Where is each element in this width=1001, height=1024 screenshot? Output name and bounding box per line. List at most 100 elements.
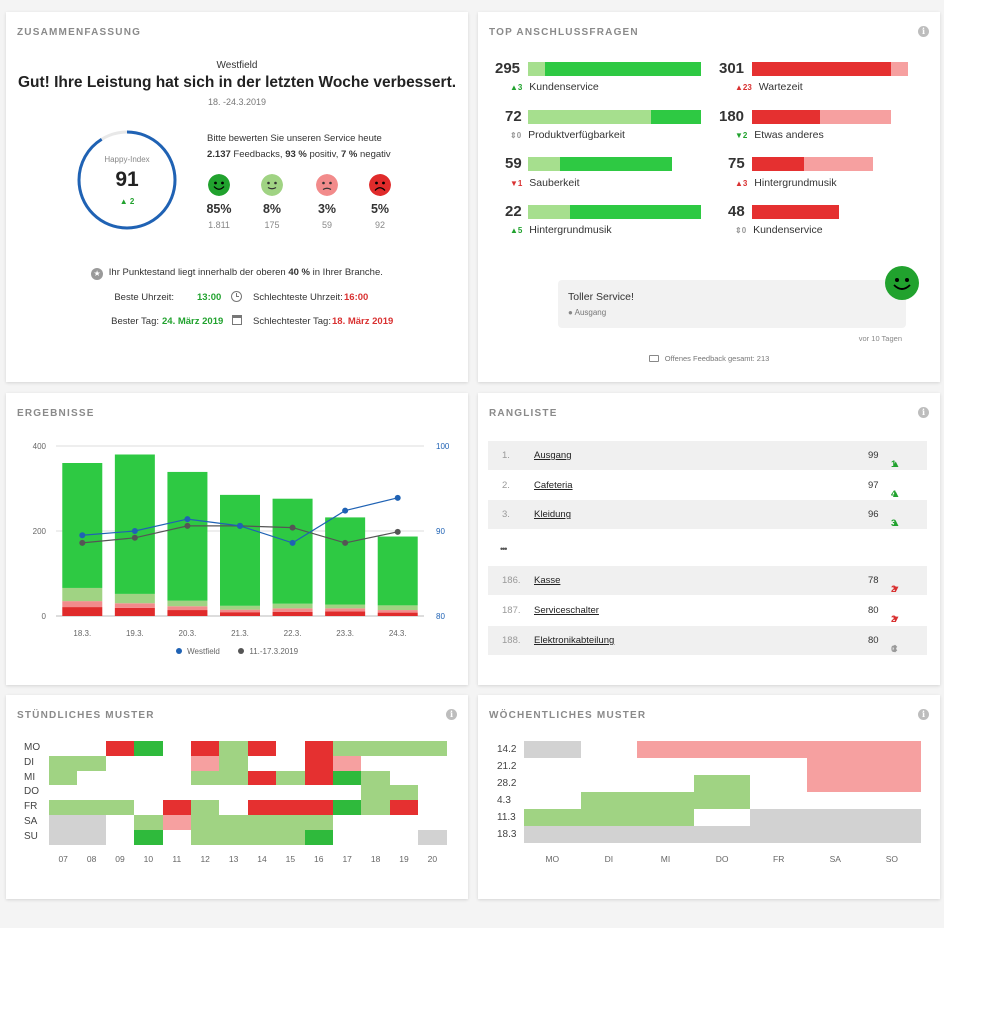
rank-name-link[interactable]: Ausgang (534, 450, 572, 461)
happy-index-value: 91 (115, 168, 139, 191)
heatmap-cell (863, 792, 921, 810)
heatmap-cell (389, 800, 419, 816)
delta-value: 0 (741, 226, 747, 235)
bar-segment (272, 603, 313, 609)
bar-dark (545, 62, 701, 76)
bar-light (804, 157, 873, 171)
heatmap-cell (105, 770, 135, 786)
x-tick-label: 23.3. (336, 629, 354, 638)
heatmap-cell (750, 792, 808, 810)
speech-bubble-icon (648, 355, 659, 362)
heatmap-cell (418, 785, 447, 801)
down-arrow-icon: ▼2 (735, 131, 748, 140)
chart-legend: Westfield 11.-17.3.2019 (6, 647, 468, 656)
heatmap-week-label: 21.2 (497, 761, 517, 772)
heatmap-cell (389, 829, 419, 845)
question-count: 180 (719, 108, 745, 125)
up-arrow-icon: ▲23 (735, 83, 752, 92)
ranking-row[interactable]: 3. Kleidung 96 ▲ 3 (488, 500, 927, 529)
y2-tick-label: 80 (436, 612, 445, 621)
heatmap-day-label: MO (545, 854, 560, 864)
info-icon[interactable]: i (918, 407, 929, 418)
rating-happy (257, 174, 287, 244)
heatmap-cell (333, 741, 362, 757)
heatmap-cell (105, 800, 135, 816)
unhappy-face-icon (316, 174, 338, 196)
series-point (289, 539, 296, 546)
heatmap-cell (304, 755, 334, 771)
very-happy-face-icon (208, 174, 230, 196)
info-icon[interactable]: i (446, 709, 457, 720)
heatmap-hour-label: 20 (427, 853, 438, 864)
rank-name-link[interactable]: Serviceschalter (534, 605, 599, 616)
happy-index-ring (77, 130, 177, 230)
heatmap-cell (863, 758, 921, 776)
positive-pct: 93 % (285, 149, 307, 160)
heatmap-cell (418, 800, 447, 816)
bar-segment (62, 607, 103, 616)
series-point (289, 524, 296, 531)
date-range: 18. -24.3.2019 (207, 97, 267, 107)
heatmap-cell (191, 770, 220, 786)
rank-name-link[interactable]: Kleidung (534, 509, 571, 520)
results-card: ERGEBNISSE 0 200 400 80 90 100 18.3. 19.3. 20.3.… (6, 393, 468, 685)
summary-title: ZUSAMMENFASSUNG (17, 27, 142, 38)
results-title: ERGEBNISSE (17, 408, 95, 419)
ranking-title: RANGLISTE (489, 408, 558, 419)
heatmap-cell (361, 800, 391, 816)
heatmap-cell (693, 809, 751, 827)
ranking-row[interactable]: 1. Ausgang 99 ▲ 1 (488, 441, 927, 470)
rating-count-3: 92 (374, 220, 385, 230)
rank-delta-value: 3 (891, 518, 897, 529)
rank-name-link[interactable]: Elektronikabteilung (534, 635, 615, 646)
worst-time-label: Schlechteste Uhrzeit: (253, 292, 343, 303)
negative-word: negativ (360, 149, 391, 160)
rank-number: 3. (502, 509, 510, 520)
heatmap-day-label: DO (715, 854, 729, 864)
series-point (342, 539, 349, 546)
series-point (131, 534, 138, 541)
ranking-row[interactable]: 188. Elektronikabteilung 80 ⇕ 0 (488, 626, 927, 655)
comment-bubble[interactable]: Toller Service! ● Ausgang (558, 280, 906, 328)
heatmap-cell (304, 785, 334, 801)
bar-light (528, 157, 560, 171)
info-icon[interactable]: i (918, 709, 929, 720)
rank-number: 186. (502, 575, 521, 586)
question-count: 295 (495, 60, 521, 77)
y2-tick-label: 100 (436, 442, 450, 451)
open-feedback-text: Offenes Feedback gesamt: 213 (664, 354, 770, 363)
heatmap-cell (247, 829, 277, 845)
heatmap-cell (49, 815, 78, 831)
question-detail: ▲5 Hintergrundmusik (510, 224, 612, 236)
rank-number: 188. (502, 635, 521, 646)
rating-unhappy (312, 174, 342, 244)
heatmap-cell (105, 755, 135, 771)
heatmap-cell (333, 829, 362, 845)
info-icon[interactable]: i (918, 26, 929, 37)
ranking-row[interactable]: 187. Serviceschalter 80 ▼ 2 (488, 596, 927, 625)
x-tick-label: 18.3. (73, 629, 91, 638)
unchanged-icon: ⇕0 (735, 226, 747, 235)
rank-name-link[interactable]: Kasse (534, 575, 561, 586)
heatmap-day-label: FR (773, 854, 785, 864)
heatmap-cell (49, 741, 78, 757)
open-feedback-link[interactable]: Offenes Feedback gesamt: 213 (478, 354, 940, 363)
weekly-pattern-card: WÖCHENTLICHES MUSTER i 14.2 21.2 28.2 4.3 11… (478, 695, 940, 899)
rank-name-link[interactable]: Cafeteria (534, 480, 573, 491)
bar-segment (114, 607, 155, 616)
rank-number: 1. (502, 450, 510, 461)
rating-count-1: 175 (264, 220, 280, 230)
ranking-row[interactable]: 2. Cafeteria 97 ▲ 4 (488, 471, 927, 500)
heatmap-week-label: 14.2 (497, 744, 517, 755)
heatmap-cell (580, 758, 638, 776)
ranking-row[interactable]: 186. Kasse 78 ▼ 2 (488, 566, 927, 595)
results-chart: 0 200 400 80 90 100 18.3. 19.3. 20.3. 21.3. 22.3. 2… (33, 442, 450, 638)
question-label: Kundenservice (753, 224, 823, 236)
bar-segment (62, 587, 103, 602)
positive-word: positiv, (309, 149, 339, 160)
question-label: Etwas anderes (754, 129, 824, 141)
rating-count-0: 1.811 (208, 220, 230, 230)
heatmap-cell (863, 826, 921, 844)
heatmap-cell (389, 755, 419, 771)
rank-score: 80 (868, 635, 879, 646)
